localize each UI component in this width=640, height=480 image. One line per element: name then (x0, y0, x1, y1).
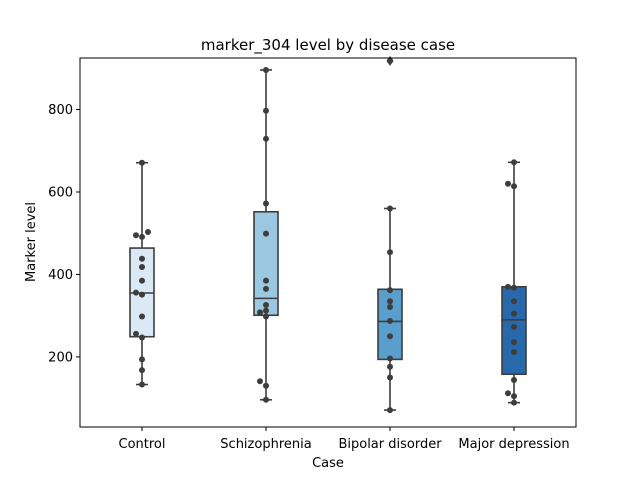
data-point (263, 135, 269, 142)
box-iqr (377, 288, 403, 361)
data-point (263, 396, 269, 403)
data-point (263, 313, 269, 320)
data-point (263, 277, 269, 284)
data-point (387, 249, 393, 256)
data-point (511, 323, 517, 330)
data-point (263, 285, 269, 292)
data-point (263, 66, 269, 73)
data-point (387, 298, 393, 305)
x-tick-label: Bipolar disorder (338, 437, 442, 452)
data-point (387, 407, 393, 414)
data-point (257, 309, 263, 316)
data-point (139, 264, 145, 271)
chart-title: marker_304 level by disease case (201, 36, 455, 55)
data-point (139, 334, 145, 341)
data-point (257, 378, 263, 385)
data-point (387, 363, 393, 370)
data-point (263, 107, 269, 114)
data-point (505, 283, 511, 290)
data-point (139, 291, 145, 298)
y-axis-label: Marker level (24, 202, 39, 282)
box-group-control (129, 161, 155, 386)
box-iqr (253, 210, 279, 317)
data-point (511, 348, 517, 355)
x-tick-label: Major depression (458, 437, 569, 452)
data-point (263, 230, 269, 237)
data-point (387, 304, 393, 311)
data-point (387, 355, 393, 362)
data-point (387, 333, 393, 340)
data-point (263, 307, 269, 314)
data-point (505, 180, 511, 187)
data-point (511, 376, 517, 383)
data-point (511, 159, 517, 166)
data-point (511, 399, 517, 406)
data-point (133, 330, 139, 337)
data-point (387, 57, 393, 64)
data-point (133, 232, 139, 239)
data-point (139, 367, 145, 374)
data-point (139, 233, 145, 240)
data-point (139, 313, 145, 320)
x-tick-label: Control (119, 437, 166, 452)
x-axis-label: Case (312, 456, 344, 471)
data-point (387, 374, 393, 381)
data-point (263, 382, 269, 389)
data-point (263, 301, 269, 308)
data-point (139, 356, 145, 363)
data-point (387, 205, 393, 212)
data-point (511, 183, 517, 190)
data-point (139, 381, 145, 388)
box-group-major-depression (501, 161, 527, 404)
data-point (387, 318, 393, 325)
data-point (511, 339, 517, 346)
data-point (139, 277, 145, 284)
y-tick-label: 200 (48, 350, 73, 365)
data-point (511, 284, 517, 291)
data-point (511, 393, 517, 400)
data-point (145, 228, 151, 235)
data-point (139, 255, 145, 262)
y-tick-label: 400 (48, 268, 73, 283)
x-tick-label: Schizophrenia (220, 437, 311, 452)
data-point (133, 289, 139, 296)
data-point (511, 310, 517, 317)
data-point (505, 390, 511, 397)
plot-frame (79, 57, 577, 428)
data-point (511, 298, 517, 305)
data-point (263, 200, 269, 207)
y-tick-label: 600 (48, 185, 73, 200)
data-point (387, 287, 393, 294)
data-point (139, 159, 145, 166)
y-tick-label: 800 (48, 103, 73, 118)
